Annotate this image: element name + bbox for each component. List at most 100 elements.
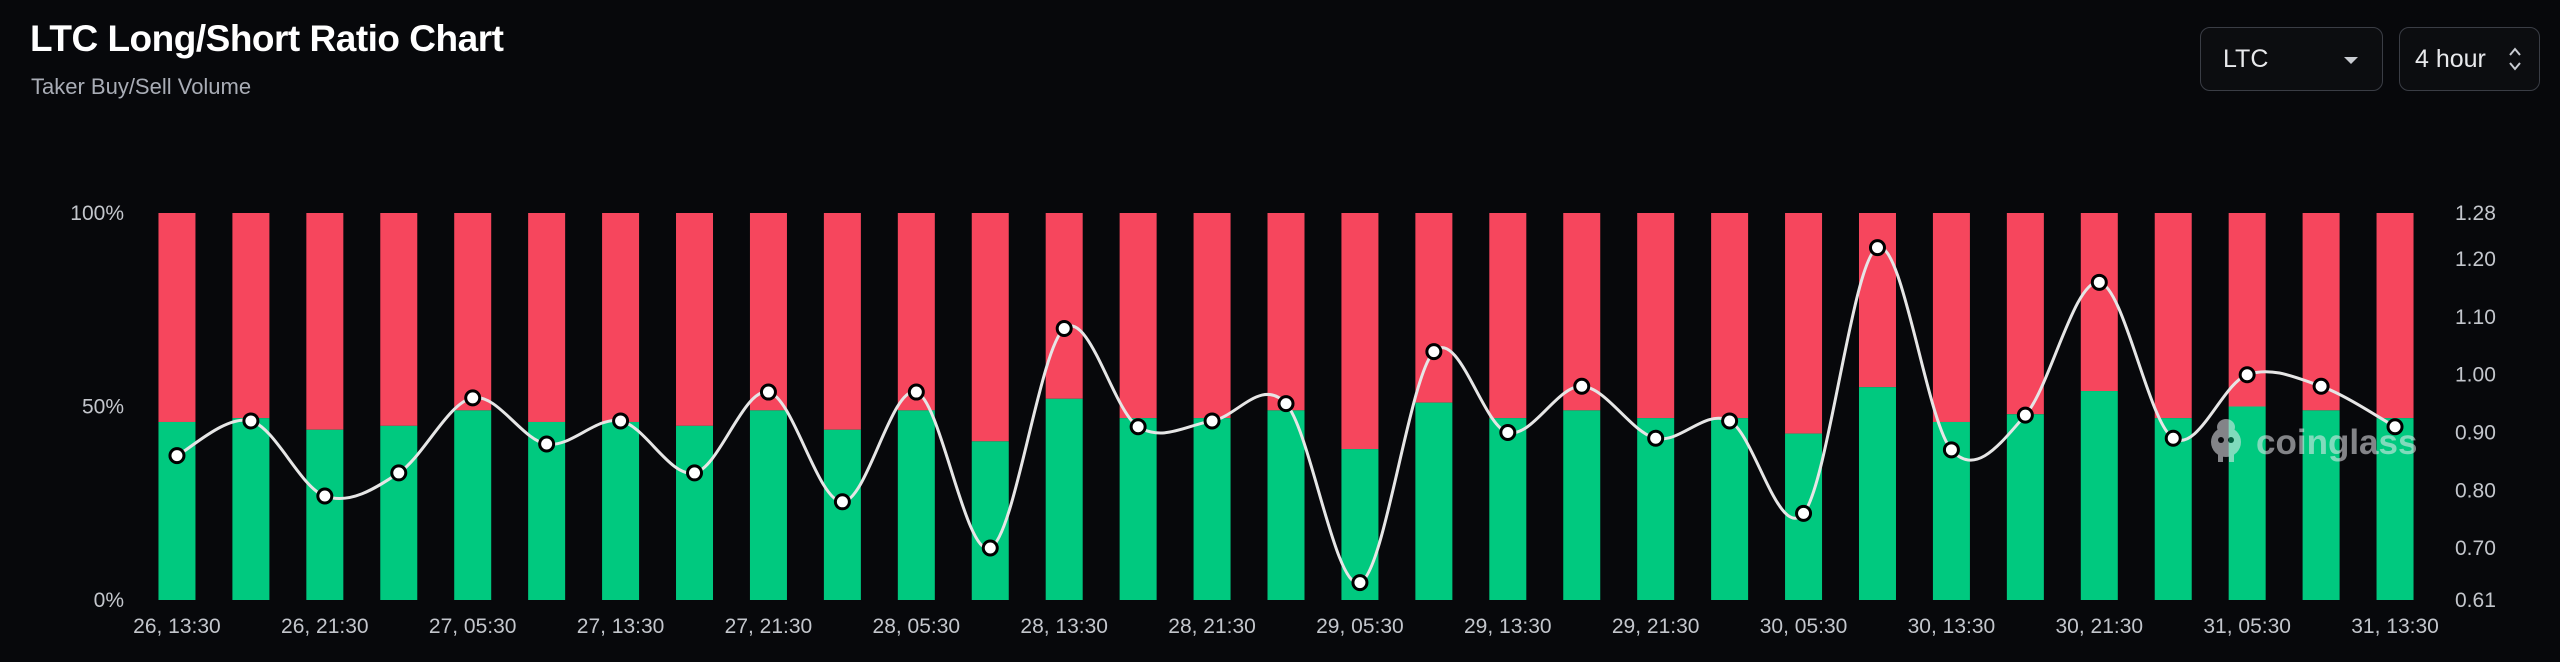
ratio-point[interactable] [1942, 441, 1960, 459]
long-bar [2302, 410, 2340, 600]
short-bar [2302, 213, 2340, 411]
ratio-point[interactable] [833, 493, 851, 511]
long-bar [1045, 398, 1083, 600]
y-right-tick-label: 0.61 [2455, 589, 2496, 612]
short-bar [306, 213, 344, 430]
ratio-point[interactable] [2090, 273, 2108, 291]
long-bar [676, 425, 714, 600]
ratio-point[interactable] [168, 447, 186, 465]
y-left-tick-label: 50% [82, 396, 124, 419]
ratio-point[interactable] [316, 487, 334, 505]
x-tick-label: 26, 13:30 [133, 615, 221, 638]
coin-select[interactable]: LTC [2200, 27, 2383, 91]
long-bar [1193, 418, 1231, 600]
ratio-point[interactable] [1721, 412, 1739, 430]
y-right-tick-label: 1.28 [2455, 202, 2496, 225]
short-bar [232, 213, 270, 419]
short-bar [749, 213, 787, 411]
short-bar [2376, 213, 2414, 419]
ratio-point[interactable] [1129, 418, 1147, 436]
long-bar [232, 418, 270, 600]
short-bar [158, 213, 196, 422]
x-tick-label: 29, 21:30 [1612, 615, 1700, 638]
x-tick-label: 30, 05:30 [1760, 615, 1848, 638]
short-bar [1341, 213, 1379, 450]
long-bar [1415, 402, 1453, 600]
ratio-point[interactable] [2164, 429, 2182, 447]
ratio-points [168, 239, 2404, 592]
long-bar [823, 429, 861, 600]
short-bar [2154, 213, 2192, 419]
short-bar [823, 213, 861, 430]
coinglass-logo-icon [2211, 419, 2241, 462]
long-bar [2376, 418, 2414, 600]
short-bar [971, 213, 1009, 442]
y-right-tick-label: 1.10 [2455, 306, 2496, 329]
ratio-point[interactable] [2312, 377, 2330, 395]
short-bar [897, 213, 935, 411]
y-left-tick-label: 0% [94, 589, 124, 612]
x-tick-label: 31, 05:30 [2203, 615, 2291, 638]
y-axis-right: 1.28 1.20 1.10 1.00 0.90 0.80 0.70 0.61 [2455, 202, 2496, 612]
short-bar [1563, 213, 1601, 411]
page-title: LTC Long/Short Ratio Chart [30, 18, 504, 59]
ratio-point[interactable] [2238, 366, 2256, 384]
y-right-tick-label: 0.90 [2455, 421, 2496, 444]
x-tick-label: 28, 05:30 [873, 615, 961, 638]
ratio-point[interactable] [2386, 418, 2404, 436]
ratio-point[interactable] [2016, 406, 2034, 424]
long-bar [2006, 414, 2044, 600]
ratio-point[interactable] [242, 412, 260, 430]
short-bar [528, 213, 566, 422]
x-tick-label: 26, 21:30 [281, 615, 369, 638]
ratio-point[interactable] [759, 383, 777, 401]
long-bar [1267, 410, 1305, 600]
short-bar [1858, 213, 1896, 388]
ratio-point[interactable] [686, 464, 704, 482]
ratio-point[interactable] [538, 435, 556, 453]
ratio-point[interactable] [1203, 412, 1221, 430]
ratio-point[interactable] [907, 383, 925, 401]
long-bar [454, 410, 492, 600]
x-axis: 26, 13:30 26, 21:30 27, 05:30 27, 13:30 27, … [133, 615, 2439, 638]
short-bar [1711, 213, 1749, 419]
x-tick-label: 30, 13:30 [1908, 615, 1996, 638]
ratio-point[interactable] [1868, 239, 1886, 257]
long-bar [971, 441, 1009, 600]
ratio-point[interactable] [1573, 377, 1591, 395]
page-subtitle: Taker Buy/Sell Volume [31, 74, 252, 99]
ratio-point[interactable] [981, 539, 999, 557]
coin-select-value: LTC [2223, 44, 2269, 73]
long-bar [1637, 418, 1675, 600]
ratio-line [176, 246, 2396, 585]
x-tick-label: 27, 05:30 [429, 615, 517, 638]
ratio-point[interactable] [1055, 320, 1073, 338]
short-bar [1415, 213, 1453, 403]
chevron-down-icon [2344, 57, 2358, 64]
ratio-point[interactable] [1647, 429, 1665, 447]
ratio-point[interactable] [612, 412, 630, 430]
ratio-point[interactable] [1499, 423, 1517, 441]
x-tick-label: 27, 21:30 [725, 615, 813, 638]
ratio-point[interactable] [1351, 574, 1369, 592]
x-tick-label: 30, 21:30 [2055, 615, 2143, 638]
ratio-point[interactable] [1425, 343, 1443, 361]
y-axis-left: 100% 50% 0% [70, 202, 124, 612]
ratio-point[interactable] [464, 389, 482, 407]
ratio-point[interactable] [390, 464, 408, 482]
ratio-point[interactable] [1795, 504, 1813, 522]
x-tick-label: 29, 05:30 [1316, 615, 1404, 638]
y-right-tick-label: 1.00 [2455, 364, 2496, 387]
x-tick-label: 29, 13:30 [1464, 615, 1552, 638]
ratio-point[interactable] [1277, 395, 1295, 413]
long-bar [602, 421, 640, 600]
long-bar [380, 425, 418, 600]
short-bar [1785, 213, 1823, 434]
short-bar [380, 213, 418, 426]
short-bar [2006, 213, 2044, 415]
interval-select[interactable]: 4 hour [2399, 27, 2540, 91]
long-bar [1489, 418, 1527, 600]
long-bar [2154, 418, 2192, 600]
long-bar [749, 410, 787, 600]
